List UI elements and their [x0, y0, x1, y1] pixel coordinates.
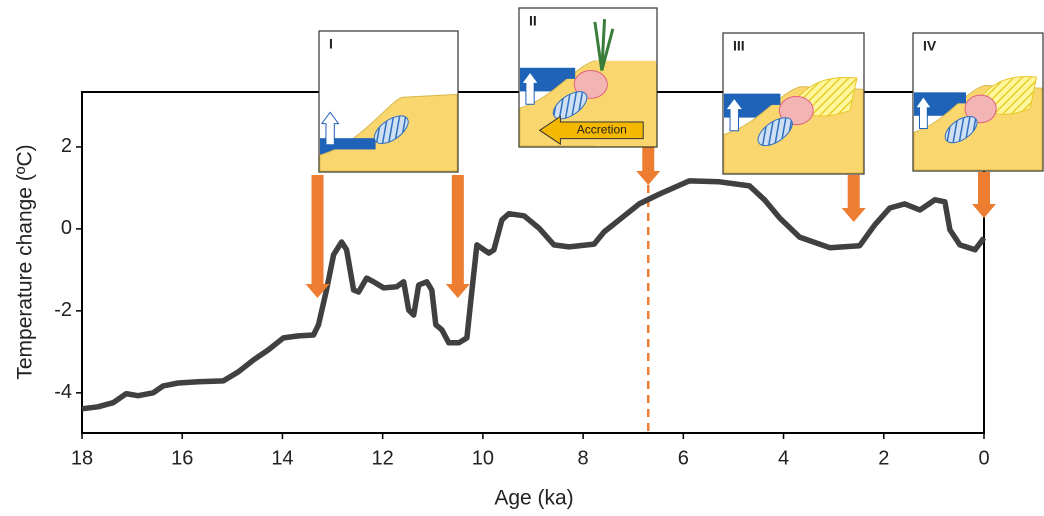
y-tick-label: -2 — [54, 299, 72, 321]
x-tick-label: 18 — [71, 447, 93, 469]
panel-label: I — [329, 36, 333, 52]
arrow — [972, 172, 996, 218]
x-tick-label: 16 — [171, 447, 193, 469]
x-tick-label: 12 — [372, 447, 394, 469]
y-tick-label: 2 — [61, 135, 72, 157]
y-tick-label: -4 — [54, 381, 72, 403]
x-tick-label: 0 — [978, 447, 989, 469]
inset-panel: I — [319, 31, 458, 172]
x-tick-label: 8 — [578, 447, 589, 469]
chart: Age (ka) Temperature change (ºC) 2 0 -2 -4 1… — [0, 0, 1044, 516]
arrow — [636, 147, 660, 185]
arrow — [446, 175, 470, 298]
y-axis-label: Temperature change (ºC) — [14, 144, 37, 379]
x-tick-label: 2 — [878, 447, 889, 469]
x-tick-label: 6 — [678, 447, 689, 469]
x-tick-label: 4 — [778, 447, 789, 469]
panel-label: III — [733, 38, 745, 54]
panel-label: IV — [923, 38, 937, 54]
inset-panel: Accretion II — [519, 8, 657, 147]
x-tick-label: 10 — [472, 447, 494, 469]
x-tick-label: 14 — [271, 447, 293, 469]
accretion-label: Accretion — [577, 122, 627, 136]
inset-panel: IV — [913, 33, 1043, 171]
x-axis-label: Age (ka) — [494, 487, 573, 510]
inset-panel: III — [723, 33, 864, 174]
panel-label: II — [529, 13, 537, 29]
y-tick-label: 0 — [61, 217, 72, 239]
arrow — [842, 175, 866, 222]
